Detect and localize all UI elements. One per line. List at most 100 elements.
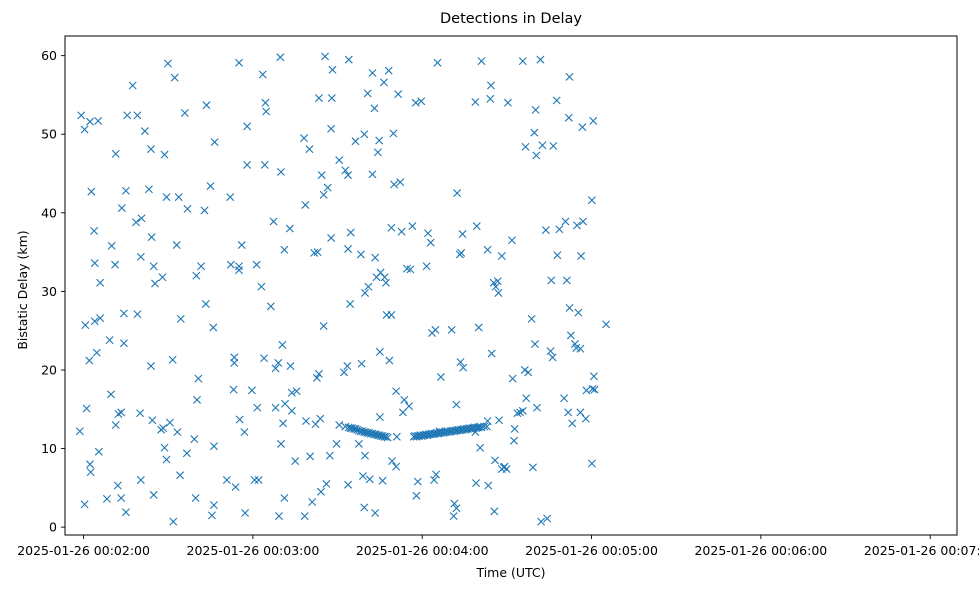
data-point bbox=[476, 443, 485, 452]
data-point bbox=[457, 248, 466, 257]
data-point bbox=[210, 138, 219, 147]
data-point bbox=[579, 217, 588, 226]
data-point bbox=[172, 241, 181, 250]
data-point bbox=[144, 185, 153, 194]
data-point bbox=[373, 148, 382, 157]
data-point bbox=[397, 227, 406, 236]
data-point bbox=[102, 494, 111, 503]
data-point bbox=[253, 403, 262, 412]
data-point bbox=[123, 111, 132, 120]
data-point bbox=[487, 349, 496, 358]
data-point bbox=[387, 223, 396, 232]
data-point bbox=[287, 406, 296, 415]
y-tick-label: 30 bbox=[41, 284, 57, 299]
data-point bbox=[278, 340, 287, 349]
data-point bbox=[280, 245, 289, 254]
data-point bbox=[287, 388, 296, 397]
data-point bbox=[453, 189, 462, 198]
data-point bbox=[121, 186, 130, 195]
data-point bbox=[209, 442, 218, 451]
data-point bbox=[368, 68, 377, 77]
data-point bbox=[274, 358, 283, 367]
data-point bbox=[343, 362, 352, 371]
y-tick-label: 20 bbox=[41, 362, 57, 377]
data-point bbox=[162, 455, 171, 464]
data-point bbox=[587, 459, 596, 468]
data-point bbox=[201, 299, 210, 308]
data-point bbox=[452, 504, 461, 513]
data-point bbox=[351, 137, 360, 146]
data-point bbox=[491, 456, 500, 465]
data-point bbox=[86, 468, 95, 477]
data-point bbox=[279, 419, 288, 428]
data-point bbox=[518, 406, 527, 415]
data-point bbox=[423, 229, 432, 238]
data-point bbox=[168, 355, 177, 364]
data-point bbox=[361, 451, 369, 460]
data-point bbox=[322, 479, 331, 488]
data-point bbox=[169, 517, 178, 526]
data-point bbox=[541, 226, 550, 235]
data-point bbox=[346, 299, 355, 308]
data-point bbox=[560, 394, 569, 403]
data-point bbox=[147, 233, 156, 242]
data-point bbox=[231, 483, 240, 492]
data-point bbox=[564, 408, 573, 417]
data-point bbox=[230, 358, 239, 367]
data-point bbox=[151, 279, 160, 288]
data-point bbox=[85, 356, 94, 365]
data-point bbox=[300, 134, 309, 143]
data-point bbox=[536, 55, 545, 64]
data-point bbox=[94, 447, 103, 456]
x-tick-label: 2025-01-26 00:06:00 bbox=[694, 543, 827, 558]
data-point bbox=[137, 214, 146, 223]
data-point bbox=[162, 193, 171, 202]
data-point bbox=[572, 343, 581, 352]
data-point bbox=[174, 193, 183, 202]
data-point bbox=[528, 463, 537, 472]
data-point bbox=[568, 419, 577, 428]
data-point bbox=[527, 314, 536, 323]
data-point bbox=[111, 260, 120, 269]
y-tick-label: 0 bbox=[49, 520, 57, 535]
data-point bbox=[132, 218, 141, 227]
data-point bbox=[319, 190, 328, 199]
data-point bbox=[226, 260, 235, 269]
data-point bbox=[149, 490, 158, 499]
data-point bbox=[417, 97, 426, 106]
data-point bbox=[194, 374, 203, 383]
data-point bbox=[589, 372, 598, 381]
data-point bbox=[406, 265, 415, 274]
data-point bbox=[412, 491, 421, 500]
data-point bbox=[365, 475, 374, 484]
data-point bbox=[521, 142, 530, 151]
data-point bbox=[384, 66, 393, 75]
data-point bbox=[562, 276, 571, 285]
data-point bbox=[327, 233, 336, 242]
data-point bbox=[375, 347, 384, 356]
data-point bbox=[344, 244, 353, 253]
data-point bbox=[117, 408, 126, 417]
data-point bbox=[276, 53, 285, 62]
data-point bbox=[363, 89, 372, 98]
data-point bbox=[341, 166, 350, 175]
data-point bbox=[590, 385, 599, 394]
data-point bbox=[111, 149, 120, 158]
data-point bbox=[317, 171, 326, 180]
data-point bbox=[291, 457, 300, 466]
plot-frame bbox=[64, 35, 958, 536]
data-point bbox=[121, 508, 130, 517]
data-point bbox=[107, 241, 116, 250]
data-point bbox=[117, 204, 126, 213]
data-point bbox=[524, 368, 533, 377]
data-point bbox=[170, 73, 179, 82]
data-point bbox=[538, 141, 547, 150]
data-point bbox=[191, 494, 200, 503]
data-point bbox=[285, 224, 294, 233]
data-point bbox=[163, 59, 172, 68]
data-point bbox=[494, 288, 503, 297]
data-point bbox=[254, 476, 263, 484]
data-point bbox=[105, 336, 114, 345]
data-point bbox=[493, 277, 502, 286]
data-point bbox=[577, 252, 586, 261]
